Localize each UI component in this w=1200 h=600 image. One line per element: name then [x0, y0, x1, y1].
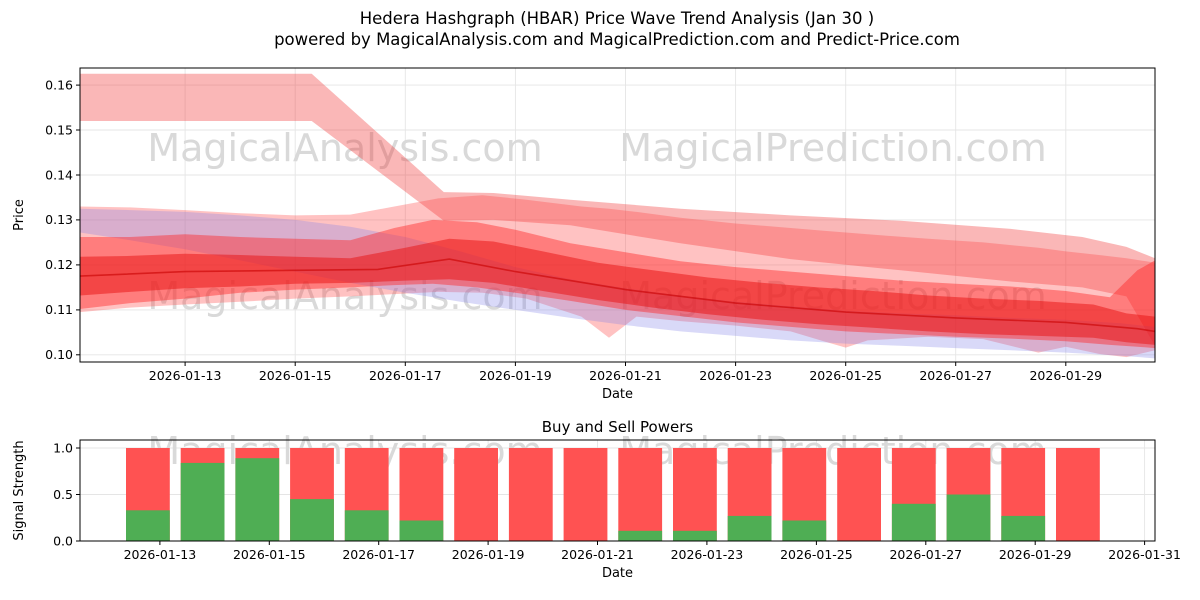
x-tick-label: 2026-01-21 — [561, 547, 634, 562]
axes-frame — [79, 439, 1156, 542]
y-tick-label: 0.14 — [45, 167, 73, 182]
sell-power-bar — [837, 448, 881, 541]
watermark-text: MagicalPrediction.com — [619, 126, 1047, 170]
y-tick-label: 1.0 — [53, 440, 73, 455]
y-tick-label: 0.12 — [45, 257, 73, 272]
buy-power-bar — [891, 503, 936, 541]
x-tick-label: 2026-01-19 — [452, 547, 525, 562]
sell-power-bar — [454, 448, 498, 541]
x-axis-label: Date — [602, 566, 633, 581]
sell-power-bar — [618, 448, 663, 541]
price-chart-axes: MagicalAnalysis.com MagicalPrediction.com… — [12, 67, 1156, 402]
x-tick-label: 2026-01-13 — [149, 368, 222, 383]
x-tick-label: 2026-01-27 — [919, 368, 992, 383]
buy-power-bar — [618, 530, 663, 541]
x-tick-label: 2026-01-29 — [999, 547, 1072, 562]
high-plateau-forecast-band — [80, 73, 1155, 346]
buy-power-bar — [782, 520, 827, 541]
buy-power-bar — [399, 520, 444, 541]
buy-power-bar — [344, 510, 389, 541]
y-tick-label: 0.10 — [45, 347, 73, 362]
buy-power-bar — [1001, 515, 1046, 541]
buy-power-bar — [946, 494, 991, 541]
figure-subtitle: powered by MagicalAnalysis.com and Magic… — [274, 30, 960, 49]
buy-power-bar — [180, 462, 225, 541]
y-tick-label: 0.11 — [45, 302, 73, 317]
x-tick-label: 2026-01-17 — [369, 368, 442, 383]
x-tick-label: 2026-01-13 — [124, 547, 197, 562]
x-tick-label: 2026-01-25 — [809, 368, 882, 383]
x-tick-label: 2026-01-27 — [889, 547, 962, 562]
y-tick-label: 0.0 — [53, 533, 73, 548]
figure-title: Hedera Hashgraph (HBAR) Price Wave Trend… — [360, 9, 875, 28]
buy-power-bar — [235, 458, 280, 541]
x-tick-label: 2026-01-31 — [1108, 547, 1181, 562]
x-tick-label: 2026-01-19 — [479, 368, 552, 383]
y-axis-label: Signal Strength — [12, 440, 27, 540]
x-tick-label: 2026-01-25 — [780, 547, 853, 562]
buy-power-bar — [727, 515, 772, 541]
x-tick-label: 2026-01-23 — [671, 547, 744, 562]
buy-power-bar — [673, 530, 717, 541]
watermark-text: MagicalAnalysis.com — [147, 126, 542, 170]
x-tick-label: 2026-01-21 — [589, 368, 662, 383]
y-tick-label: 0.13 — [45, 212, 73, 227]
x-tick-label: 2026-01-15 — [259, 368, 332, 383]
buy-power-bar — [126, 510, 170, 541]
power-chart-axes: MagicalAnalysis.comMagicalPrediction.com… — [12, 418, 1181, 581]
y-tick-label: 0.5 — [53, 487, 73, 502]
x-tick-label: 2026-01-23 — [699, 368, 772, 383]
sell-power-bar — [508, 448, 553, 541]
sell-power-bar — [1056, 448, 1100, 541]
sell-power-bar — [673, 448, 717, 541]
red-core-trend-band — [80, 238, 1155, 345]
chart-title: Buy and Sell Powers — [542, 418, 694, 436]
y-tick-label: 0.15 — [45, 122, 73, 137]
x-tick-label: 2026-01-15 — [233, 547, 306, 562]
median-trend-line — [79, 258, 1156, 333]
x-tick-label: 2026-01-29 — [1029, 368, 1102, 383]
buy-power-bar — [290, 499, 334, 541]
y-tick-label: 0.16 — [45, 77, 73, 92]
sell-power-bar — [563, 448, 608, 541]
x-tick-label: 2026-01-17 — [342, 547, 415, 562]
axes-frame — [79, 67, 1156, 363]
y-axis-label: Price — [12, 199, 27, 231]
x-axis-label: Date — [602, 387, 633, 402]
